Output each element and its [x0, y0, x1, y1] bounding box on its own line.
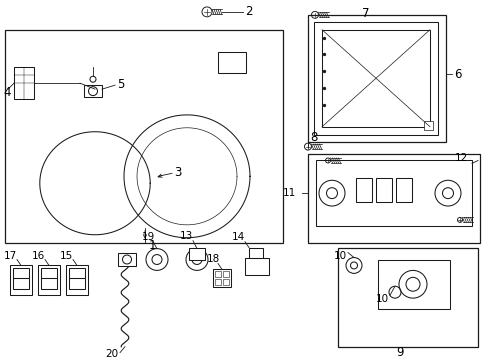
- Bar: [14, 67, 34, 99]
- Text: 11: 11: [283, 188, 296, 198]
- Bar: [41, 278, 57, 289]
- Bar: [424, 121, 433, 130]
- Text: 4: 4: [3, 86, 10, 99]
- Text: 16: 16: [31, 251, 45, 261]
- Bar: [314, 22, 438, 135]
- Bar: [84, 85, 102, 97]
- Text: 1: 1: [149, 239, 156, 252]
- Bar: [13, 278, 29, 289]
- Bar: [10, 265, 32, 295]
- Bar: [118, 253, 136, 266]
- Bar: [5, 30, 283, 243]
- Bar: [223, 279, 229, 285]
- Bar: [66, 265, 88, 295]
- Text: 19: 19: [142, 232, 155, 242]
- Bar: [215, 279, 221, 285]
- Bar: [213, 269, 231, 287]
- Text: 2: 2: [245, 5, 252, 18]
- Text: 5: 5: [117, 78, 124, 91]
- Bar: [245, 257, 269, 275]
- Bar: [41, 269, 57, 281]
- Bar: [308, 15, 446, 141]
- Bar: [376, 178, 392, 202]
- Text: 7: 7: [362, 7, 369, 21]
- Text: 6: 6: [454, 68, 462, 81]
- Text: 17: 17: [3, 251, 17, 261]
- Text: 12: 12: [455, 153, 468, 163]
- Text: 13: 13: [179, 231, 193, 241]
- Bar: [316, 161, 472, 226]
- Bar: [13, 269, 29, 281]
- Text: 15: 15: [59, 251, 73, 261]
- Bar: [223, 271, 229, 277]
- Text: 10: 10: [375, 294, 389, 304]
- Bar: [249, 248, 263, 257]
- Text: 3: 3: [174, 166, 181, 179]
- Bar: [322, 30, 430, 127]
- Bar: [218, 51, 246, 73]
- Bar: [69, 278, 85, 289]
- Text: 9: 9: [396, 346, 404, 359]
- Bar: [69, 269, 85, 281]
- Bar: [38, 265, 60, 295]
- Bar: [396, 178, 412, 202]
- Bar: [356, 178, 372, 202]
- Bar: [189, 248, 205, 260]
- Bar: [308, 153, 480, 243]
- Bar: [338, 248, 478, 347]
- Text: 14: 14: [231, 232, 245, 242]
- Text: 10: 10: [333, 251, 346, 261]
- Text: 8: 8: [310, 131, 318, 144]
- Bar: [215, 271, 221, 277]
- Bar: [378, 260, 450, 309]
- Text: 18: 18: [206, 253, 220, 264]
- Text: 20: 20: [105, 348, 119, 359]
